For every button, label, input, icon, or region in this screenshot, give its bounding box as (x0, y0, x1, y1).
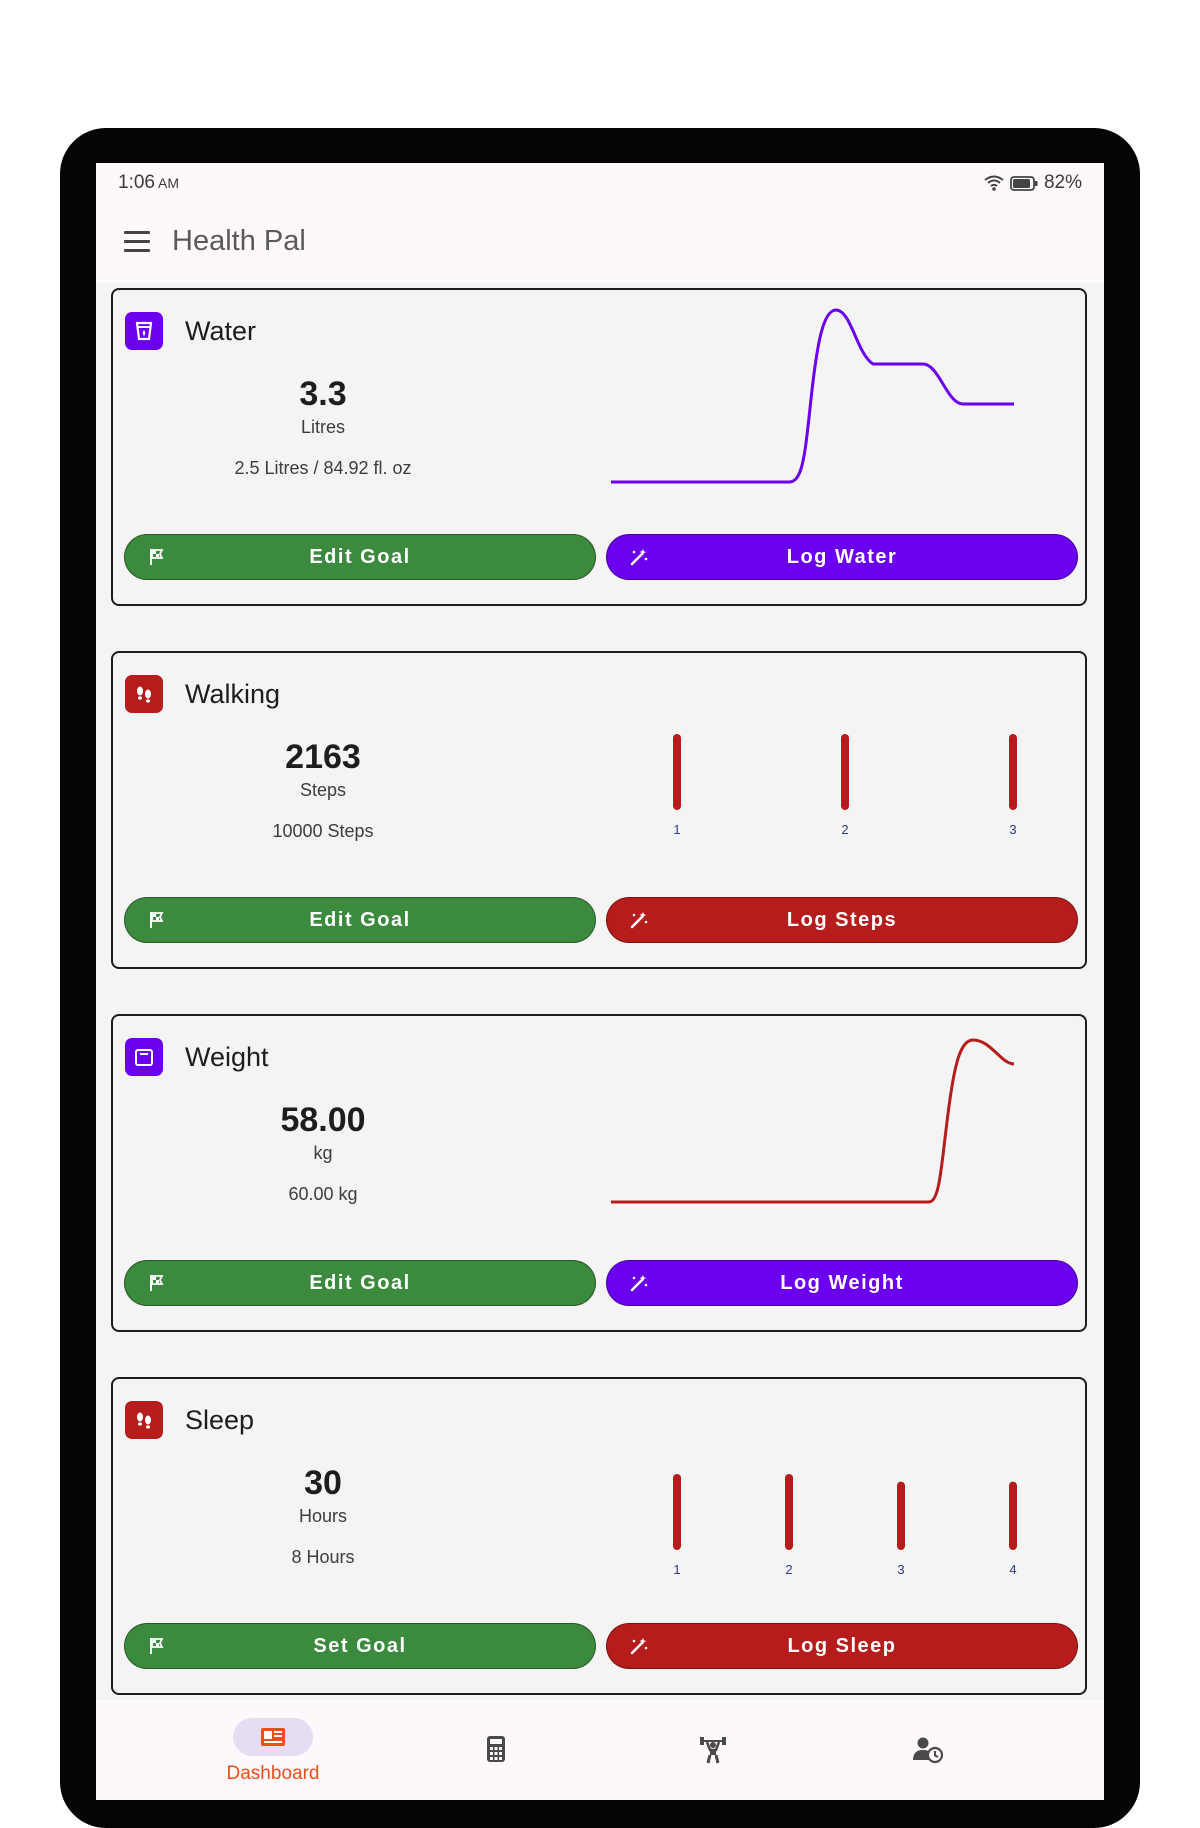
chart-tick-label: 1 (673, 1562, 680, 1577)
chart-bar (673, 1474, 681, 1550)
calculator-icon (487, 1736, 505, 1762)
status-time: 1:06 AM (118, 172, 179, 194)
card-goal: 8 Hours (291, 1547, 355, 1567)
nav-history[interactable] (829, 1700, 1029, 1800)
sleep-bar-chart: 1 2 3 4 (673, 1474, 1017, 1577)
magic-wand-icon (630, 549, 648, 566)
edit-goal-label: Edit Goal (309, 545, 411, 568)
log-steps-button[interactable]: Log Steps (606, 897, 1078, 943)
battery-percent: 82% (1043, 172, 1082, 193)
water-card: Water 3.3 Litres 2.5 Litres / 84.92 fl. … (111, 288, 1087, 606)
chart-tick-label: 4 (1009, 1562, 1016, 1577)
weight-series-line (611, 1038, 1015, 1204)
app-bar: Health Pal (96, 203, 1104, 283)
card-title: Weight (185, 1042, 269, 1072)
footsteps-icon (125, 675, 163, 713)
nav-calculator[interactable] (402, 1700, 602, 1800)
app-title: Health Pal (172, 225, 306, 257)
water-line-chart (611, 308, 1014, 484)
weight-card: Weight 58.00 kg 60.00 kg Edit Goal Log W… (111, 1014, 1087, 1332)
card-value: 3.3 (299, 375, 347, 413)
card-value: 30 (304, 1464, 342, 1502)
sleep-card: Sleep 30 Hours 8 Hours 1 2 3 4 Set Goal Log… (111, 1377, 1087, 1695)
log-weight-label: Log Weight (780, 1271, 904, 1294)
card-value: 58.00 (280, 1101, 366, 1139)
log-weight-button[interactable]: Log Weight (606, 1260, 1078, 1306)
walking-bar-chart: 1 2 3 (673, 734, 1017, 837)
edit-goal-button[interactable]: Edit Goal (124, 1260, 596, 1306)
weightlifting-icon (700, 1737, 726, 1764)
edit-goal-label: Edit Goal (309, 1271, 411, 1294)
set-goal-label: Set Goal (313, 1634, 407, 1657)
weight-scale-icon (125, 1038, 163, 1076)
card-title: Walking (185, 679, 281, 709)
walking-card: Walking 2163 Steps 10000 Steps 1 2 3 Edit … (111, 651, 1087, 969)
chart-tick-label: 3 (1009, 822, 1016, 837)
magic-wand-icon (630, 912, 648, 929)
flag-icon (150, 1275, 164, 1291)
log-water-button[interactable]: Log Water (606, 534, 1078, 580)
edit-goal-button[interactable]: Edit Goal (124, 897, 596, 943)
edit-goal-label: Edit Goal (309, 908, 411, 931)
bottom-navigation: Dashboard (96, 1700, 1104, 1800)
card-unit: Hours (298, 1506, 347, 1526)
card-value: 2163 (285, 738, 361, 776)
card-title: Water (185, 316, 257, 346)
flag-icon (150, 549, 164, 565)
water-glass-icon (125, 312, 163, 350)
chart-bar (673, 734, 681, 810)
status-time-text: 1:06 (118, 172, 155, 193)
nav-dashboard[interactable]: Dashboard (169, 1700, 369, 1800)
chart-bar (1009, 734, 1017, 810)
chart-tick-label: 1 (673, 822, 680, 837)
card-title: Sleep (185, 1405, 255, 1435)
card-goal: 60.00 kg (288, 1184, 358, 1204)
log-steps-label: Log Steps (786, 908, 898, 931)
nav-active-indicator (233, 1718, 313, 1756)
card-goal: 2.5 Litres / 84.92 fl. oz (234, 458, 412, 478)
card-unit: Steps (299, 780, 347, 800)
user-history-icon (913, 1737, 944, 1764)
hamburger-menu-icon[interactable] (124, 231, 150, 253)
battery-icon (1010, 175, 1038, 191)
chart-tick-label: 3 (897, 1562, 904, 1577)
chart-bar (1009, 1481, 1017, 1550)
nav-workout[interactable] (615, 1700, 815, 1800)
chart-tick-label: 2 (841, 822, 848, 837)
dashboard-icon (261, 1728, 285, 1746)
set-goal-button[interactable]: Set Goal (124, 1623, 596, 1669)
card-unit: Litres (300, 417, 345, 437)
card-unit: kg (313, 1143, 333, 1163)
chart-bar (841, 734, 849, 810)
status-bar: 1:06 AM 82% (96, 163, 1104, 203)
water-series-line (611, 308, 1014, 484)
flag-icon (150, 1638, 164, 1654)
log-water-label: Log Water (786, 545, 898, 568)
magic-wand-icon (630, 1638, 648, 1655)
chart-bar (785, 1474, 793, 1550)
app-screen: 1:06 AM 82% Health Pal Water 3.3 L (96, 163, 1104, 1800)
chart-tick-label: 2 (785, 1562, 792, 1577)
status-right: 82% (984, 172, 1082, 194)
card-goal: 10000 Steps (272, 821, 374, 841)
flag-icon (150, 912, 164, 928)
edit-goal-button[interactable]: Edit Goal (124, 534, 596, 580)
footsteps-icon (125, 1401, 163, 1439)
chart-bar (897, 1481, 905, 1550)
weight-line-chart (611, 1038, 1015, 1204)
nav-dashboard-label: Dashboard (226, 1763, 320, 1784)
log-sleep-button[interactable]: Log Sleep (606, 1623, 1078, 1669)
status-ampm: AM (157, 175, 179, 191)
wifi-icon (984, 175, 1004, 191)
log-sleep-label: Log Sleep (787, 1634, 897, 1657)
magic-wand-icon (630, 1275, 648, 1292)
